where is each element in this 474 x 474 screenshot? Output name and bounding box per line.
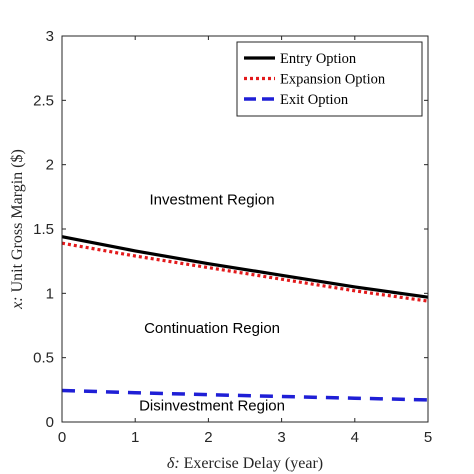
legend-label-3: Exit Option bbox=[280, 92, 349, 108]
x-tick-label: 2 bbox=[204, 429, 212, 446]
legend: Entry Option Expansion Option Exit Option bbox=[236, 41, 423, 117]
x-tick-label: 5 bbox=[424, 429, 432, 446]
series-line-2 bbox=[61, 241, 429, 303]
y-axis-symbol: x: bbox=[9, 296, 26, 309]
y-axis-text: Unit Gross Margin ($) bbox=[9, 149, 26, 292]
x-axis-text: Exercise Delay (year) bbox=[184, 455, 323, 472]
x-tick-label: 1 bbox=[131, 429, 139, 446]
legend-box bbox=[236, 41, 423, 117]
x-tick-label: 0 bbox=[58, 429, 66, 446]
annotation-layer: Investment Region Continuation Region Disi… bbox=[139, 192, 285, 415]
legend-label-2: Expansion Option bbox=[280, 72, 386, 88]
series-line-1 bbox=[61, 235, 429, 299]
y-tick-label: 2.5 bbox=[33, 92, 54, 109]
region-label-3: Disinvestment Region bbox=[139, 397, 285, 414]
x-axis-symbol: δ: bbox=[167, 455, 180, 472]
series-line-3 bbox=[61, 388, 429, 402]
series-layer bbox=[61, 235, 429, 402]
x-tick-label: 4 bbox=[351, 429, 359, 446]
legend-label-1: Entry Option bbox=[280, 51, 357, 67]
x-tick-label: 3 bbox=[277, 429, 285, 446]
region-label-1: Investment Region bbox=[150, 192, 275, 209]
y-tick-label: 0 bbox=[46, 414, 54, 431]
y-tick-label: 1 bbox=[46, 285, 54, 302]
region-label-2: Continuation Region bbox=[144, 320, 280, 337]
y-tick-label: 1.5 bbox=[33, 221, 54, 238]
y-axis-label: x: Unit Gross Margin ($) bbox=[9, 149, 26, 310]
y-tick-label: 2 bbox=[46, 157, 54, 174]
y-tick-label: 0.5 bbox=[33, 350, 54, 367]
y-tick-label: 3 bbox=[46, 28, 54, 45]
x-axis-label: δ: Exercise Delay (year) bbox=[167, 455, 323, 472]
tick-layer: 0 1 2 3 4 5 0 0.5 1 1.5 2 2.5 3 bbox=[33, 28, 432, 446]
